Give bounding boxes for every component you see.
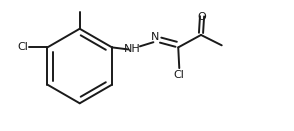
- Text: N: N: [151, 32, 160, 42]
- Text: NH: NH: [124, 44, 141, 54]
- Text: Cl: Cl: [174, 70, 185, 80]
- Text: O: O: [198, 12, 206, 22]
- Text: Cl: Cl: [17, 42, 28, 52]
